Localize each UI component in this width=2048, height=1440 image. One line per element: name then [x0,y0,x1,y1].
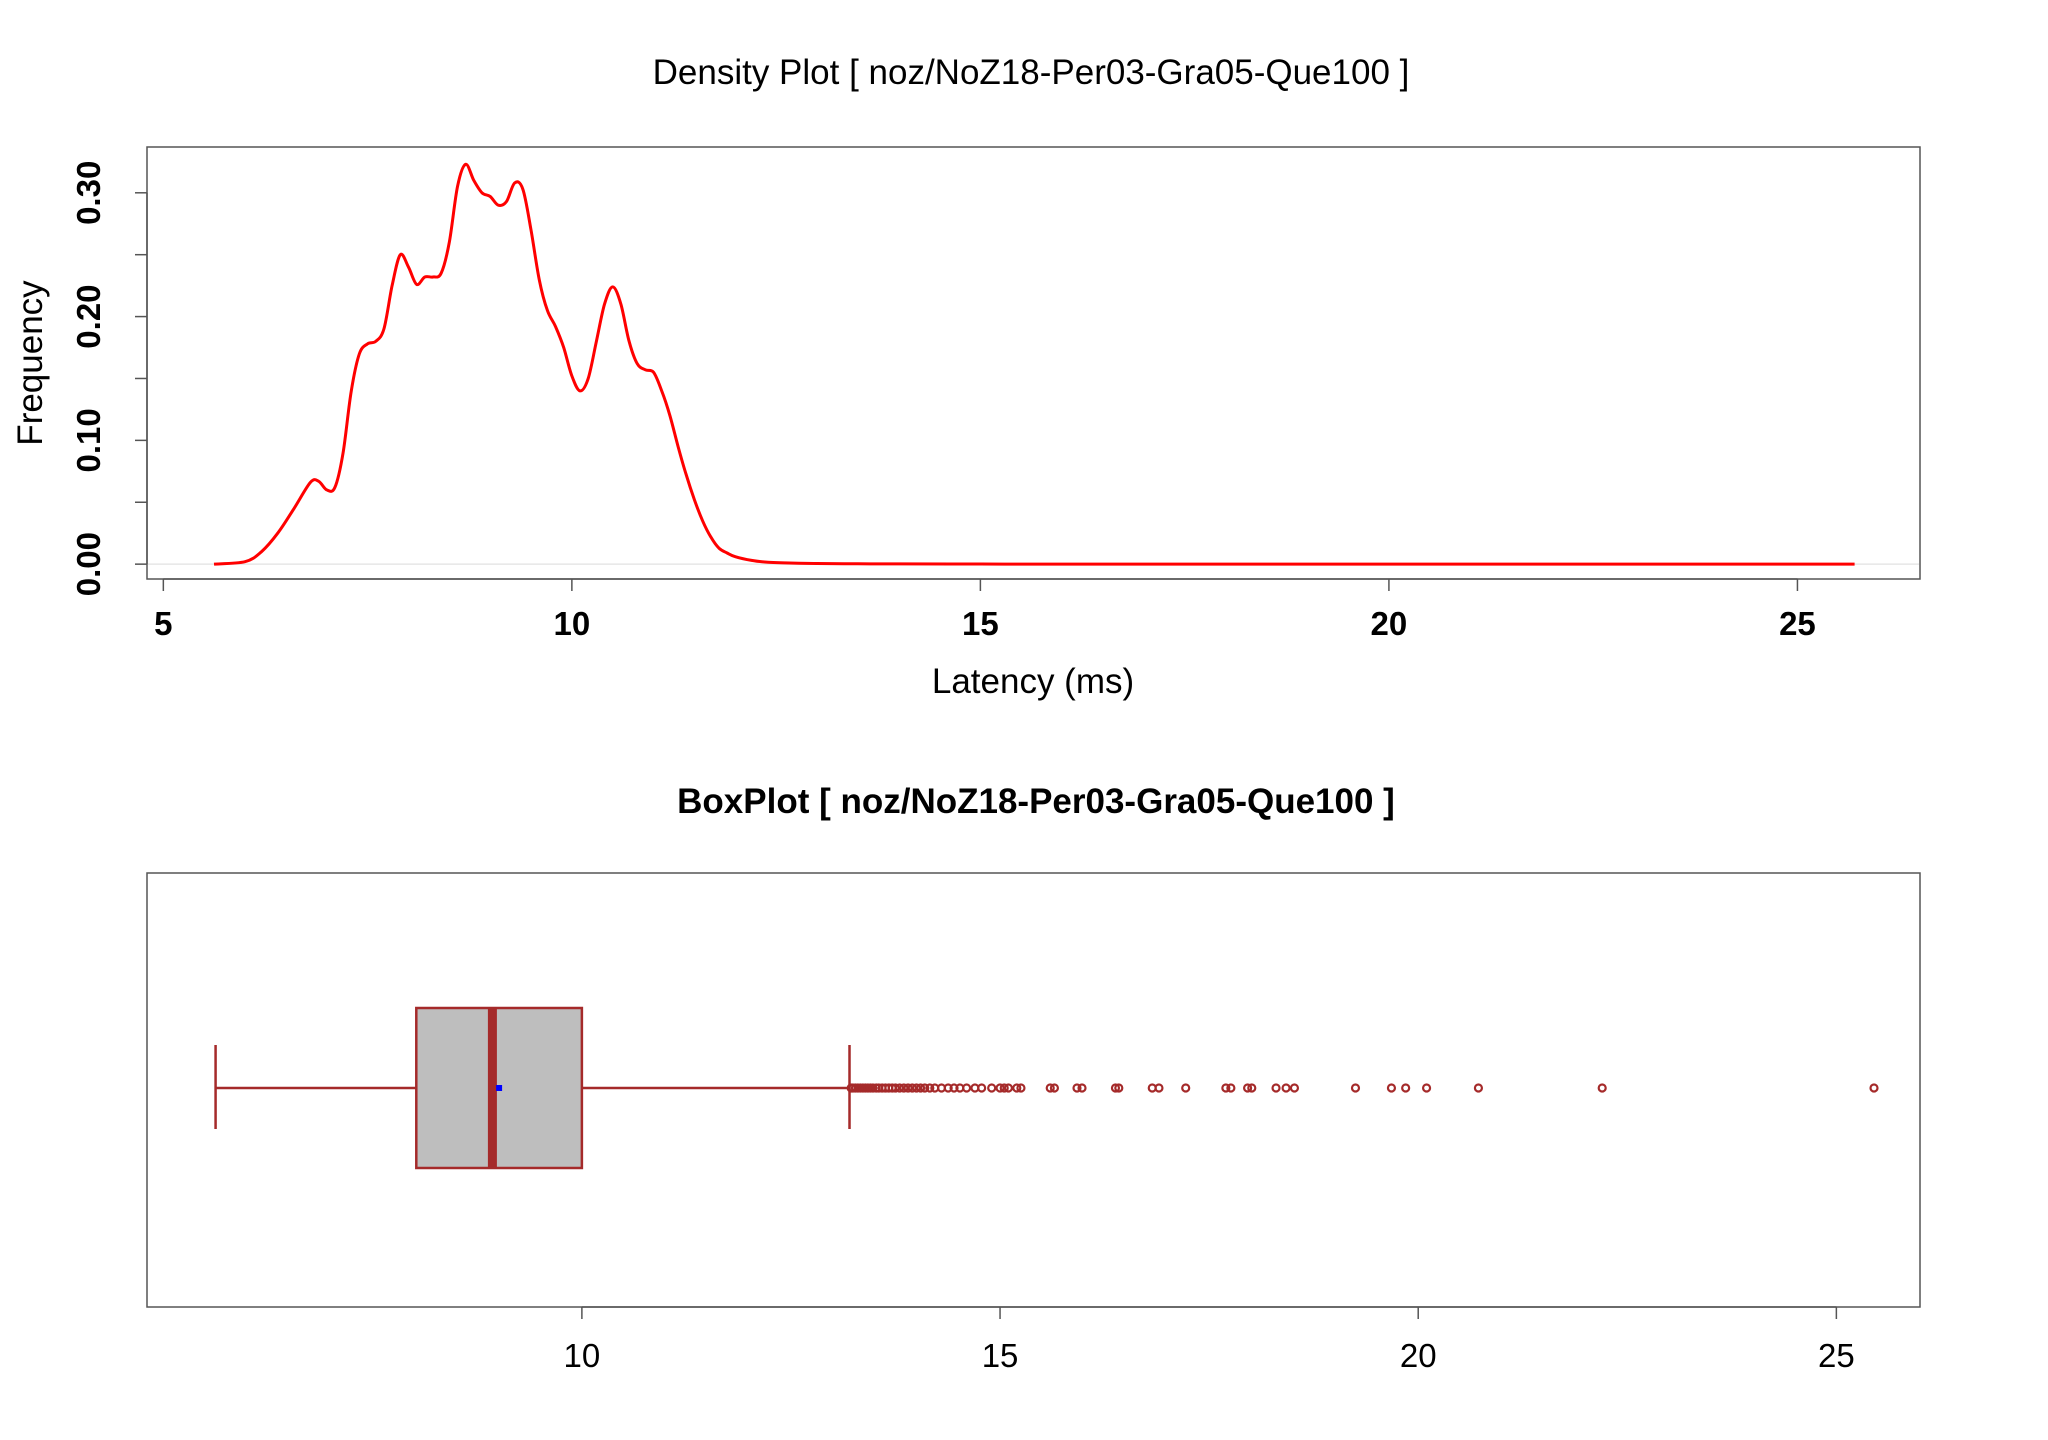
outlier-point [1473,1083,1484,1093]
outlier-point [943,1083,953,1093]
outlier-point [903,1083,913,1093]
outlier-point [1045,1083,1055,1093]
outlier-point [895,1083,905,1093]
outlier-point [1012,1083,1022,1093]
y-tick-label: 0.10 [70,408,107,472]
outlier-point [890,1083,901,1093]
x-tick-label: 15 [962,605,999,642]
outlier-point [995,1083,1005,1093]
outlier-point [1181,1083,1191,1093]
outlier-point [1049,1083,1060,1093]
box-x-tick-label: 15 [982,1337,1019,1374]
mean-marker [496,1085,503,1091]
outlier-point [1350,1083,1361,1093]
outlier-point [1281,1083,1291,1093]
density-plot-frame [146,146,1921,580]
y-tick-label: 0.00 [70,532,107,596]
y-tick-label: 0.20 [70,284,107,348]
boxplot-title: BoxPlot [ noz/NoZ18-Per03-Gra05-Que100 ] [677,782,1395,821]
outlier-point [949,1083,959,1093]
density-series [213,162,1855,566]
outlier-point [961,1083,972,1093]
outlier-point [911,1083,922,1093]
outlier-point [1401,1083,1411,1093]
x-tick-label: 20 [1371,605,1408,642]
boxplot-plot-frame [146,872,1921,1308]
outlier-point [1421,1083,1432,1093]
outlier-point [1597,1083,1607,1093]
outlier-point [977,1083,987,1093]
outlier-point [1154,1083,1164,1093]
outlier-point [1869,1083,1879,1093]
outlier-point [1072,1083,1082,1093]
boxplot-series [214,1006,1879,1170]
outlier-point [907,1083,917,1093]
outlier-point [1386,1083,1397,1093]
outlier-point [1003,1083,1014,1093]
outlier-point [899,1083,909,1093]
outlier-point [868,1083,878,1093]
outlier-point [1247,1083,1257,1093]
outlier-point [925,1083,935,1093]
outlier-point [1226,1083,1236,1093]
outlier-point [1110,1083,1121,1093]
boxplot-x-axis: 10 15 20 25 [564,1306,1855,1374]
outlier-point [1077,1083,1087,1093]
y-tick-label: 0.30 [70,161,107,225]
outlier-point [1242,1083,1253,1093]
box-x-tick-label: 20 [1400,1337,1437,1374]
density-x-axis: 5 10 15 20 25 [154,578,1816,642]
outlier-point [915,1083,926,1093]
density-curve [213,162,1855,566]
x-tick-label: 10 [554,605,591,642]
density-y-axis: 0.00 0.10 0.20 0.30 [70,161,148,596]
outlier-point [987,1083,997,1093]
outlier-point [1271,1083,1281,1093]
density-x-axis-title: Latency (ms) [932,662,1134,701]
outlier-point [1114,1083,1124,1093]
x-tick-label: 25 [1779,605,1816,642]
outlier-point [1016,1083,1026,1093]
outlier-point [999,1083,1009,1093]
density-title: Density Plot [ noz/NoZ18-Per03-Gra05-Que… [653,53,1410,92]
x-tick-label: 5 [154,605,172,642]
outlier-point [920,1083,930,1093]
density-y-axis-title: Frequency [11,280,50,446]
box-x-tick-label: 10 [564,1337,601,1374]
box-x-tick-label: 25 [1818,1337,1855,1374]
outlier-point [1289,1083,1300,1093]
outlier-point [1221,1083,1231,1093]
